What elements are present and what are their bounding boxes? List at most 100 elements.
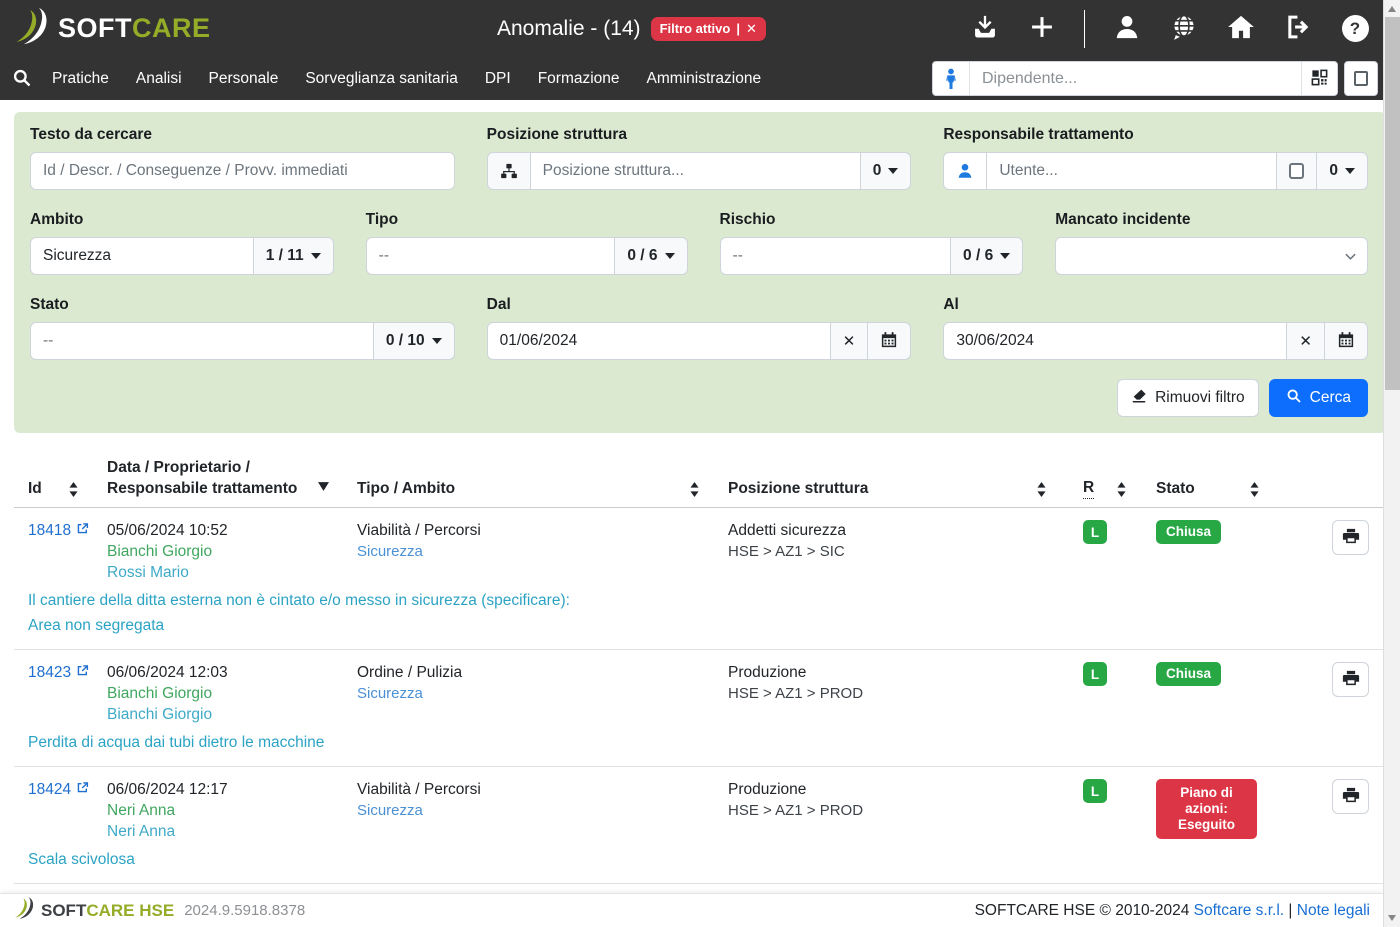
sort-both-icon[interactable]	[1036, 482, 1047, 497]
ambito-count-dropdown[interactable]: 1 / 11	[253, 237, 334, 275]
nav-item-amministrazione[interactable]: Amministrazione	[646, 69, 762, 87]
description-line: Scala scivolosa	[28, 851, 135, 868]
add-button[interactable]	[1027, 14, 1057, 44]
download-button[interactable]	[970, 14, 1000, 44]
sort-both-icon[interactable]	[1249, 482, 1260, 497]
row-responsible[interactable]: Bianchi Giorgio	[107, 706, 213, 723]
row-responsible[interactable]: Neri Anna	[107, 823, 176, 840]
remove-filter-button[interactable]: Rimuovi filtro	[1117, 379, 1259, 417]
col-header-id[interactable]: Id	[14, 478, 93, 499]
help-button[interactable]: ?	[1340, 14, 1370, 44]
print-button[interactable]	[1332, 779, 1369, 814]
date-from-calendar-button[interactable]	[868, 322, 912, 360]
scroll-down-arrow-icon[interactable]	[1388, 915, 1396, 921]
selection-mode-button[interactable]	[1344, 61, 1378, 96]
scrollbar-thumb[interactable]	[1385, 17, 1400, 390]
filter-badge-close-icon[interactable]: ✕	[745, 20, 757, 36]
caret-down-icon	[1344, 168, 1355, 174]
eraser-icon	[1131, 388, 1147, 409]
nav-item-sorveglianza-sanitaria[interactable]: Sorveglianza sanitaria	[305, 69, 458, 87]
position-structure-input[interactable]	[530, 152, 861, 190]
footer-logo: SOFTCARE HSE 2024.9.5918.8378	[14, 896, 305, 925]
col-header-tipo-ambito[interactable]: Tipo / Ambito	[343, 478, 714, 499]
nav-item-personale[interactable]: Personale	[208, 69, 279, 87]
brand-name: SOFTCARE	[58, 13, 211, 44]
sort-both-icon[interactable]	[689, 482, 700, 497]
top-bar-actions: ?	[970, 0, 1370, 57]
col-header-data-proprietario[interactable]: Data / Proprietario / Responsabile tratt…	[93, 457, 343, 499]
date-to-clear-button[interactable]: ✕	[1287, 322, 1325, 360]
responsible-checkbox-button[interactable]	[1277, 152, 1318, 190]
row-owner[interactable]: Bianchi Giorgio	[107, 685, 213, 702]
col-header-posizione[interactable]: Posizione struttura	[714, 478, 1061, 499]
search-icon	[1286, 388, 1302, 409]
app-logo[interactable]: SOFTCARE	[0, 6, 211, 51]
page-title-area: Anomalie - (14) Filtro attivo | ✕	[497, 0, 766, 57]
anomaly-id-link[interactable]: 18424	[28, 779, 89, 800]
footer-legal-link[interactable]: Note legali	[1296, 901, 1370, 919]
stato-input[interactable]	[30, 322, 374, 360]
row-owner[interactable]: Bianchi Giorgio	[107, 543, 213, 560]
dal-label: Dal	[486, 296, 511, 313]
rischio-count-dropdown[interactable]: 0 / 6	[951, 237, 1024, 275]
filter-field-responsabile: Responsabile trattamento 0	[943, 126, 1368, 190]
user-profile-button[interactable]	[1112, 14, 1142, 44]
vertical-scrollbar[interactable]	[1383, 0, 1400, 927]
rischio-input[interactable]	[719, 237, 952, 275]
print-button[interactable]	[1332, 662, 1369, 697]
sort-both-icon[interactable]	[1116, 482, 1127, 497]
date-to-input[interactable]	[943, 322, 1288, 360]
date-from-clear-button[interactable]: ✕	[830, 322, 869, 360]
nav-item-pratiche[interactable]: Pratiche	[52, 69, 109, 87]
mancato-incidente-select[interactable]	[1055, 237, 1368, 275]
tipo-input[interactable]	[365, 237, 616, 275]
responsible-user-input[interactable]	[987, 152, 1278, 190]
employee-search-input[interactable]	[970, 62, 1301, 95]
ambito-input[interactable]	[30, 237, 254, 275]
row-description: Il cantiere della ditta esterna non è ci…	[14, 583, 1386, 649]
home-button[interactable]	[1226, 14, 1256, 44]
footer-copyright-area: SOFTCARE HSE © 2010-2024 Softcare s.r.l.…	[975, 902, 1370, 920]
toolbar-divider	[1084, 9, 1085, 48]
ambito-count: 1 / 11	[265, 247, 304, 264]
table-row: 18418 05/06/2024 10:52 Bianchi Giorgio Ros…	[14, 508, 1386, 650]
sort-desc-icon[interactable]	[318, 482, 329, 497]
employee-search-group	[932, 61, 1338, 96]
tipo-count-dropdown[interactable]: 0 / 6	[615, 237, 688, 275]
checkbox-icon	[1289, 163, 1305, 179]
logout-button[interactable]	[1283, 14, 1313, 44]
printer-icon	[1342, 527, 1360, 548]
col-header-stato[interactable]: Stato	[1142, 478, 1308, 499]
anomaly-id-link[interactable]: 18423	[28, 662, 89, 683]
nav-item-dpi[interactable]: DPI	[484, 69, 511, 87]
nav-item-analisi[interactable]: Analisi	[135, 69, 182, 87]
nav-item-formazione[interactable]: Formazione	[537, 69, 620, 87]
language-chat-button[interactable]	[1169, 14, 1199, 44]
date-from-input[interactable]	[486, 322, 831, 360]
search-button[interactable]: Cerca	[1268, 379, 1368, 417]
responsible-count-dropdown[interactable]: 0	[1317, 152, 1368, 190]
col-header-r[interactable]: R	[1061, 477, 1142, 499]
row-owner[interactable]: Neri Anna	[107, 802, 176, 819]
date-to-calendar-button[interactable]	[1324, 322, 1368, 360]
row-posizione: Produzione	[728, 781, 807, 798]
chat-globe-icon	[1170, 13, 1198, 44]
sort-both-icon[interactable]	[68, 482, 79, 497]
text-search-input[interactable]	[30, 152, 455, 190]
anomaly-id-link[interactable]: 18418	[28, 520, 89, 541]
footer-company-link[interactable]: Softcare s.r.l.	[1193, 901, 1285, 919]
position-count-dropdown[interactable]: 0	[860, 152, 912, 190]
search-icon[interactable]	[12, 68, 34, 90]
sitemap-icon	[486, 152, 531, 190]
row-description: Scala scivolosa	[14, 842, 1386, 883]
row-responsible[interactable]: Rossi Mario	[107, 564, 189, 581]
print-button[interactable]	[1332, 520, 1369, 555]
stato-count-dropdown[interactable]: 0 / 10	[373, 322, 455, 360]
filter-field-mancato-incidente: Mancato incidente	[1055, 211, 1368, 275]
scroll-up-arrow-icon[interactable]	[1388, 6, 1396, 12]
row-date: 05/06/2024 10:52	[107, 522, 228, 539]
filter-active-badge: Filtro attivo | ✕	[650, 16, 766, 41]
filter-field-al: Al ✕	[943, 296, 1368, 360]
qr-code-button[interactable]	[1301, 62, 1337, 95]
